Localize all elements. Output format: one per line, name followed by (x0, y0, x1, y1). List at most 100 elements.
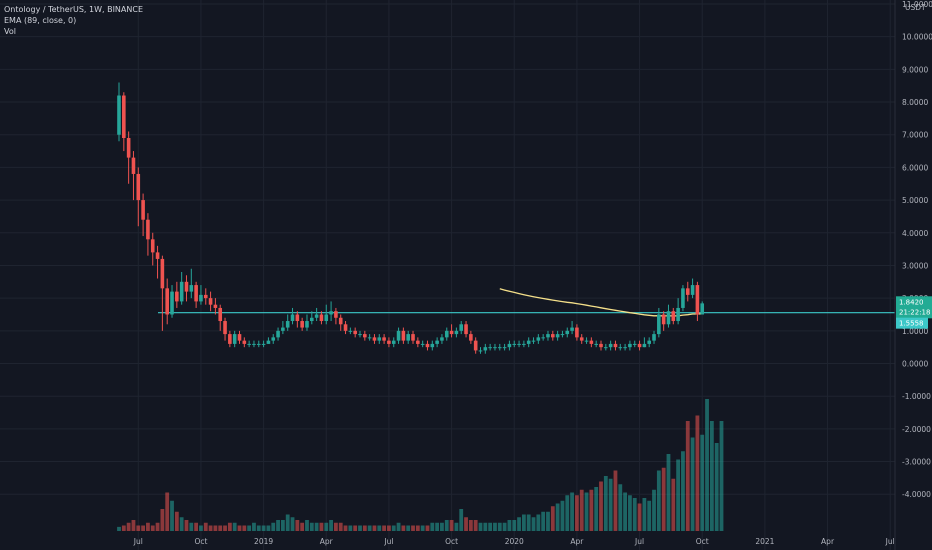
candle-body (488, 347, 492, 349)
candle-body (136, 173, 141, 201)
candle-body (396, 330, 401, 341)
candle-body (314, 314, 319, 318)
candle (661, 311, 666, 331)
price-axis[interactable]: 11.0000 10.0000 9.0000 8.0000 7.0000 6.0000 5.… (902, 0, 932, 499)
candle-body (117, 95, 121, 135)
candle (348, 327, 353, 335)
candle-body (536, 337, 541, 341)
candle (478, 347, 483, 354)
candle (570, 321, 574, 335)
candle-body (194, 285, 198, 302)
candle-body (324, 314, 329, 322)
price-tick-label: 0.0000 (902, 360, 928, 369)
candle-body (681, 288, 685, 308)
candle (464, 321, 468, 338)
candle-body (531, 340, 536, 342)
candle (685, 281, 690, 302)
candle-body (608, 343, 613, 348)
volume-bar (280, 520, 285, 531)
candle (271, 334, 276, 344)
candle-body (223, 321, 227, 335)
candle (551, 330, 555, 341)
volume-bar (570, 492, 574, 531)
candle (575, 324, 579, 341)
volume-bar (705, 399, 709, 531)
candle (150, 232, 155, 266)
candle-body (170, 291, 174, 315)
candle-body (319, 314, 324, 322)
volume-bar (483, 522, 488, 531)
volume-bar (565, 495, 570, 531)
volume-bar (174, 511, 179, 531)
volume-indicator-label[interactable]: Vol (4, 27, 16, 36)
price-tick-label: 9.0000 (902, 65, 928, 74)
volume-bar (488, 522, 493, 531)
price-tick-label: 7.0000 (902, 131, 928, 140)
candle-body (642, 343, 647, 348)
candle (483, 343, 488, 354)
volume-bar (208, 525, 213, 531)
candle (295, 311, 300, 328)
candle-body (228, 334, 232, 344)
volume-bar (709, 421, 714, 531)
candle-body (155, 252, 160, 259)
ema-indicator-label[interactable]: EMA (89, close, 0) (4, 16, 77, 25)
candle (228, 330, 232, 348)
candle (584, 337, 589, 344)
candle-body (435, 340, 439, 344)
volume-bar (681, 451, 685, 531)
price-tick-label: 11.0000 (902, 0, 932, 9)
volume-bar (223, 525, 227, 531)
candle (358, 330, 362, 338)
candle (608, 340, 613, 351)
candle (647, 337, 651, 348)
volume-bar (343, 525, 348, 531)
candle (290, 307, 295, 325)
volume-bar (579, 489, 584, 531)
candle (160, 255, 165, 331)
price-tags: 1.8420 21:22:18 1.5558 (896, 296, 932, 329)
candle-body (594, 343, 598, 345)
volume-bar (493, 522, 497, 531)
candle-body (546, 334, 550, 338)
symbol-title[interactable]: Ontology / TetherUS, 1W, BINANCE (4, 5, 144, 14)
candle (401, 327, 406, 344)
candle-body (454, 330, 459, 335)
candle-body (579, 337, 584, 341)
candle (252, 340, 256, 348)
candle (425, 340, 430, 351)
candle (517, 340, 521, 348)
candle-body (387, 340, 391, 344)
candle (223, 317, 227, 341)
candle-body (189, 285, 194, 292)
candle-body (372, 337, 377, 341)
volume-bar (184, 520, 189, 531)
volume-bar (131, 520, 136, 531)
countdown-value: 21:22:18 (899, 308, 930, 316)
candle-body (623, 347, 627, 349)
volume-bar (391, 525, 396, 531)
candle-body (377, 337, 382, 341)
candle-body (507, 343, 512, 348)
time-axis[interactable]: Jul Oct 2019 Apr Jul Oct 2020 Apr Jul Oct 2021 Apr J… (133, 537, 932, 546)
candle-body (420, 343, 425, 345)
candle-body (469, 334, 473, 341)
volume-bar (594, 487, 599, 531)
candle-body (526, 340, 531, 344)
candle-body (247, 343, 251, 345)
candle (237, 330, 242, 344)
candle (613, 340, 618, 351)
candle-body (179, 281, 184, 302)
candle-body (652, 334, 656, 341)
candle (637, 340, 642, 351)
volume-bar (237, 525, 242, 531)
volume-bar (575, 495, 579, 531)
candle-body (338, 317, 343, 325)
candle-body (676, 307, 680, 322)
time-tick-label: 2021 (755, 537, 774, 546)
volume-bar (261, 525, 266, 531)
candle-body (666, 311, 671, 325)
candle-body (252, 343, 256, 345)
